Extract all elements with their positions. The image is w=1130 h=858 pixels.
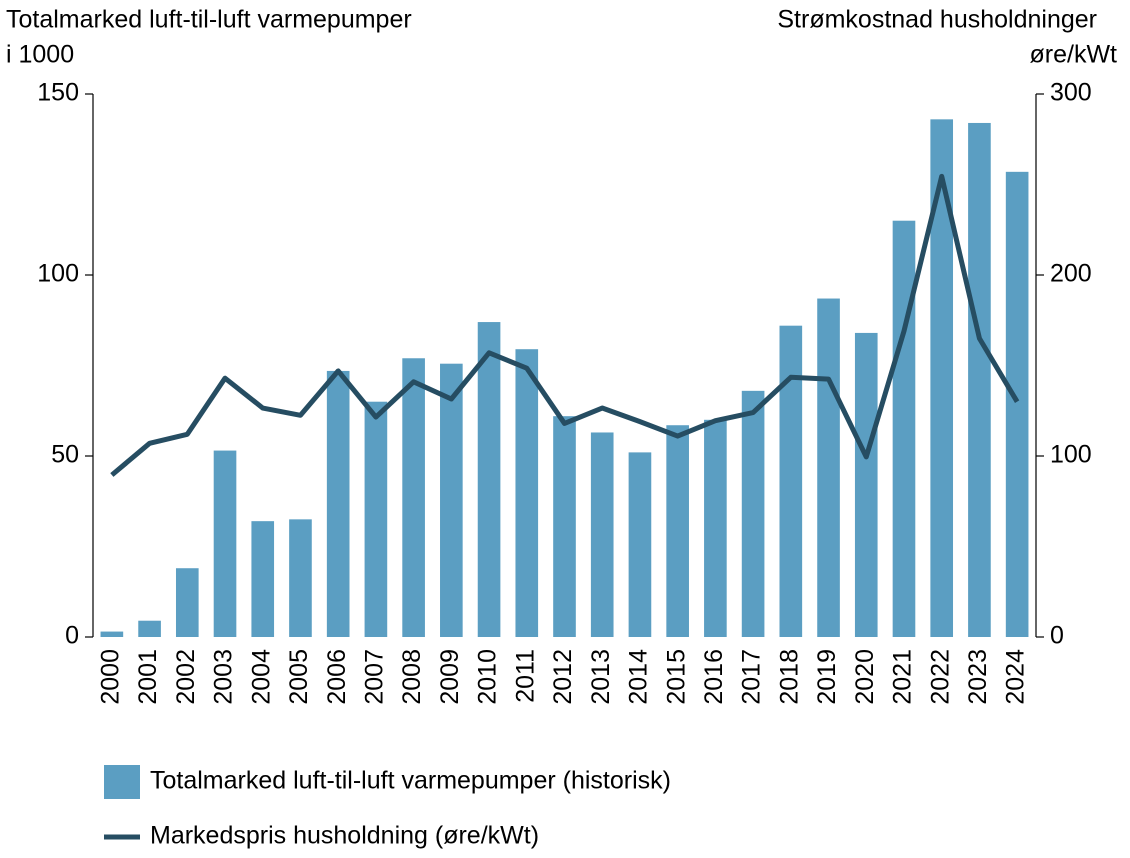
bar [1005, 171, 1029, 637]
bar [477, 322, 501, 637]
x-tick-label: 2023 [964, 649, 992, 705]
x-tick-label: 2021 [889, 649, 917, 705]
x-tick-label: 2000 [96, 649, 124, 705]
bar [440, 363, 463, 637]
x-tick-label: 2003 [210, 649, 238, 705]
line [110, 173, 1020, 477]
y2-tick-label: 0 [1050, 622, 1064, 650]
y2-tick-label: 100 [1050, 441, 1092, 469]
bar [930, 119, 954, 638]
bar [590, 432, 614, 637]
bar [741, 390, 765, 637]
x-tick-label: 2005 [285, 649, 313, 705]
bar [628, 452, 652, 637]
x-tick-label: 2007 [361, 649, 389, 705]
bar [854, 332, 878, 637]
x-tick-label: 2024 [1002, 649, 1030, 705]
x-tick-label: 2019 [813, 649, 841, 705]
x-tick-label: 2008 [398, 649, 426, 705]
legend-label: Totalmarked luft-til-luft varmepumper (h… [150, 767, 671, 795]
bar [364, 401, 388, 637]
y-axis-title: Totalmarked luft-til-luft varmepumper [6, 6, 412, 34]
x-tick-label: 2006 [323, 649, 351, 705]
bar [251, 521, 275, 637]
x-tick-label: 2011 [511, 649, 539, 703]
y-tick-label: 150 [37, 79, 79, 107]
y-axis-title: i 1000 [6, 41, 74, 69]
bar [553, 416, 576, 637]
x-tick-label: 2013 [587, 649, 615, 705]
y-tick-label: 100 [37, 260, 79, 288]
bar [138, 620, 161, 637]
bar [326, 370, 350, 637]
x-tick-label: 2002 [172, 649, 200, 705]
x-tick-label: 2016 [700, 649, 728, 705]
y2-tick-label: 300 [1050, 79, 1092, 107]
y2-tick-label: 200 [1050, 260, 1092, 288]
bar [666, 425, 689, 637]
bar [289, 519, 312, 637]
bar [779, 325, 803, 637]
x-tick-label: 2009 [436, 649, 464, 705]
y-tick-label: 50 [51, 441, 79, 469]
x-tick-label: 2012 [549, 649, 577, 705]
x-tick-label: 2015 [662, 649, 690, 705]
bar [402, 358, 425, 637]
x-tick-label: 2001 [134, 649, 162, 705]
bar [100, 631, 124, 637]
x-tick-label: 2020 [851, 649, 879, 705]
x-tick-label: 2010 [474, 649, 502, 705]
bar [175, 568, 199, 637]
x-tick-label: 2014 [625, 649, 653, 705]
bar [213, 450, 237, 637]
x-tick-label: 2022 [926, 649, 954, 705]
legend-label: Markedspris husholdning (øre/kWt) [150, 822, 539, 850]
y2-axis-title: Strømkostnad husholdninger [777, 6, 1097, 34]
bar [817, 298, 840, 637]
bar [704, 419, 727, 637]
legend-swatch [104, 765, 140, 799]
bar [968, 122, 991, 637]
y-tick-label: 0 [65, 622, 79, 650]
bar [515, 349, 539, 637]
x-tick-label: 2017 [738, 649, 766, 705]
bar [892, 220, 916, 637]
x-tick-label: 2004 [247, 649, 275, 705]
x-tick-label: 2018 [775, 649, 803, 705]
y2-axis-title: øre/kWt [1030, 41, 1118, 69]
